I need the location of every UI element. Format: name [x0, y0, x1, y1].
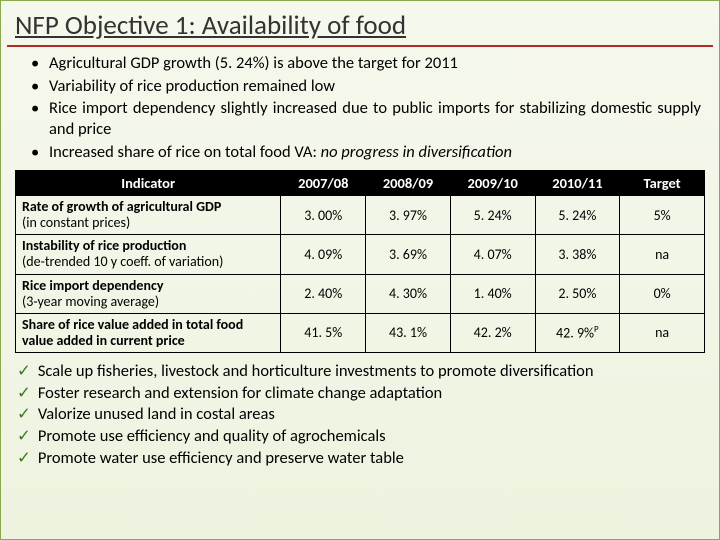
recommendations-list: ✓ Scale up fisheries, livestock and hort…	[1, 359, 719, 470]
value-cell: 3. 69%	[366, 235, 451, 274]
check-icon: ✓	[17, 426, 31, 448]
check-item: ✓ Promote water use efficiency and prese…	[17, 448, 701, 470]
value-cell: 5%	[620, 196, 705, 235]
indicator-label: Instability of rice production	[22, 237, 186, 254]
check-item: ✓ Valorize unused land in costal areas	[17, 404, 701, 426]
col-header: 2008/09	[366, 171, 451, 196]
value-cell: 5. 24%	[535, 196, 620, 235]
value-cell: 5. 24%	[450, 196, 535, 235]
title-divider	[7, 45, 713, 47]
indicator-sub: (in constant prices)	[22, 214, 130, 231]
bullet-item: Variability of rice production remained …	[35, 76, 701, 97]
value-cell: 2. 50%	[535, 274, 620, 313]
value-cell: 2. 40%	[281, 274, 366, 313]
bullet-emphasis: no progress in diversification	[321, 142, 512, 162]
table-row: Share of rice value added in total food …	[16, 313, 705, 352]
indicator-cell: Rice import dependency (3-year moving av…	[16, 274, 281, 313]
check-item: ✓ Foster research and extension for clim…	[17, 383, 701, 405]
col-header: Target	[620, 171, 705, 196]
value-cell: 4. 09%	[281, 235, 366, 274]
bullet-item: Increased share of rice on total food VA…	[35, 142, 701, 163]
col-header: 2007/08	[281, 171, 366, 196]
indicator-table: Indicator 2007/08 2008/09 2009/10 2010/1…	[15, 170, 705, 353]
col-header: 2010/11	[535, 171, 620, 196]
value-cell: 4. 30%	[366, 274, 451, 313]
page-title: NFP Objective 1: Availability of food	[1, 1, 719, 45]
value-cell: 0%	[620, 274, 705, 313]
check-text: Scale up fisheries, livestock and hortic…	[38, 361, 594, 383]
bullet-item: Rice import dependency slightly increase…	[35, 98, 701, 139]
value-cell: 42. 9%P	[535, 313, 620, 352]
bullet-text: Increased share of rice on total food VA…	[49, 142, 321, 162]
value-cell: 3. 97%	[366, 196, 451, 235]
check-icon: ✓	[17, 361, 31, 383]
value-cell: na	[620, 235, 705, 274]
check-icon: ✓	[17, 383, 31, 405]
table-row: Instability of rice production (de-trend…	[16, 235, 705, 274]
check-item: ✓ Scale up fisheries, livestock and hort…	[17, 361, 701, 383]
check-text: Foster research and extension for climat…	[38, 383, 442, 405]
col-header: Indicator	[16, 171, 281, 196]
value-cell: 43. 1%	[366, 313, 451, 352]
table-row: Rate of growth of agricultural GDP (in c…	[16, 196, 705, 235]
value-cell: 42. 2%	[450, 313, 535, 352]
table-row: Rice import dependency (3-year moving av…	[16, 274, 705, 313]
value-cell: 41. 5%	[281, 313, 366, 352]
indicator-label: Share of rice value added in total food …	[22, 316, 243, 349]
value-cell: 3. 00%	[281, 196, 366, 235]
indicator-label: Rate of growth of agricultural GDP	[22, 198, 221, 215]
check-item: ✓ Promote use efficiency and quality of …	[17, 426, 701, 448]
indicator-sub: (3-year moving average)	[22, 293, 159, 310]
value-cell: 4. 07%	[450, 235, 535, 274]
value-cell: 1. 40%	[450, 274, 535, 313]
col-header: 2009/10	[450, 171, 535, 196]
value-cell: na	[620, 313, 705, 352]
indicator-label: Rice import dependency	[22, 277, 163, 294]
indicator-cell: Share of rice value added in total food …	[16, 313, 281, 352]
value-cell: 3. 38%	[535, 235, 620, 274]
check-icon: ✓	[17, 404, 31, 426]
check-text: Promote water use efficiency and preserv…	[38, 448, 404, 470]
indicator-sub: (de-trended 10 y coeff. of variation)	[22, 253, 223, 270]
top-bullet-list: Agricultural GDP growth (5. 24%) is abov…	[1, 53, 719, 162]
check-text: Valorize unused land in costal areas	[38, 404, 275, 426]
table-header-row: Indicator 2007/08 2008/09 2009/10 2010/1…	[16, 171, 705, 196]
indicator-cell: Rate of growth of agricultural GDP (in c…	[16, 196, 281, 235]
bullet-item: Agricultural GDP growth (5. 24%) is abov…	[35, 53, 701, 74]
check-text: Promote use efficiency and quality of ag…	[38, 426, 386, 448]
indicator-cell: Instability of rice production (de-trend…	[16, 235, 281, 274]
check-icon: ✓	[17, 448, 31, 470]
